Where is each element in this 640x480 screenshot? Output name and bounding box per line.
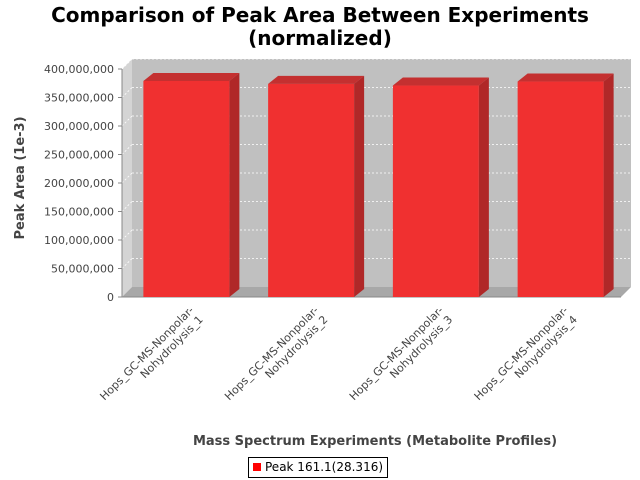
bar-top — [268, 75, 365, 84]
x-tick-label: Hops_GC-MS-Nonpolar-Nohydrolysis_2 — [222, 304, 330, 412]
bar-top — [143, 72, 240, 81]
bar — [392, 85, 479, 297]
bar-side — [354, 75, 365, 297]
legend: Peak 161.1(28.316) — [248, 457, 389, 478]
x-tick-label: Hops_GC-MS-Nonpolar-Nohydrolysis_3 — [347, 304, 455, 412]
y-tick-label: 300,000,000 — [44, 120, 114, 133]
y-tick-label: 350,000,000 — [44, 92, 114, 105]
y-tick-label: 100,000,000 — [44, 234, 114, 247]
bar-side — [603, 73, 614, 297]
y-tick-label: 0 — [107, 291, 114, 304]
x-tick-label-line: Hops_GC-MS-Nonpolar- — [472, 304, 571, 403]
chart-subtitle: (normalized) — [248, 26, 392, 50]
bar-top — [517, 73, 614, 82]
chart-title: Comparison of Peak Area Between Experime… — [51, 3, 589, 27]
legend-label: Peak 161.1(28.316) — [265, 460, 384, 474]
plot-floor — [122, 287, 631, 297]
x-tick-label-line: Hops_GC-MS-Nonpolar- — [347, 304, 446, 403]
x-tick-label: Hops_GC-MS-Nonpolar-Nohydrolysis_1 — [97, 304, 205, 412]
legend-swatch — [253, 463, 261, 471]
y-tick-label: 250,000,000 — [44, 149, 114, 162]
x-axis-label: Mass Spectrum Experiments (Metabolite Pr… — [193, 434, 557, 449]
bar-top — [392, 77, 489, 86]
y-tick-label: 400,000,000 — [44, 63, 114, 76]
y-tick-label: 50,000,000 — [51, 263, 114, 276]
x-tick-label: Hops_GC-MS-Nonpolar-Nohydrolysis_4 — [472, 304, 580, 412]
y-tick-label: 150,000,000 — [44, 206, 114, 219]
x-tick-label-line: Hops_GC-MS-Nonpolar- — [97, 304, 196, 403]
bar-side — [229, 72, 240, 297]
y-tick-label: 200,000,000 — [44, 177, 114, 190]
y-axis-label: Peak Area (1e-3) — [13, 116, 28, 239]
bar — [517, 81, 604, 297]
x-tick-label-line: Hops_GC-MS-Nonpolar- — [222, 304, 321, 403]
bar-side — [478, 77, 489, 297]
bar — [268, 83, 355, 297]
bar — [143, 80, 230, 297]
plot-area: 0 50,000,000 100,000,000 150,000,000 200,000… — [44, 58, 631, 412]
